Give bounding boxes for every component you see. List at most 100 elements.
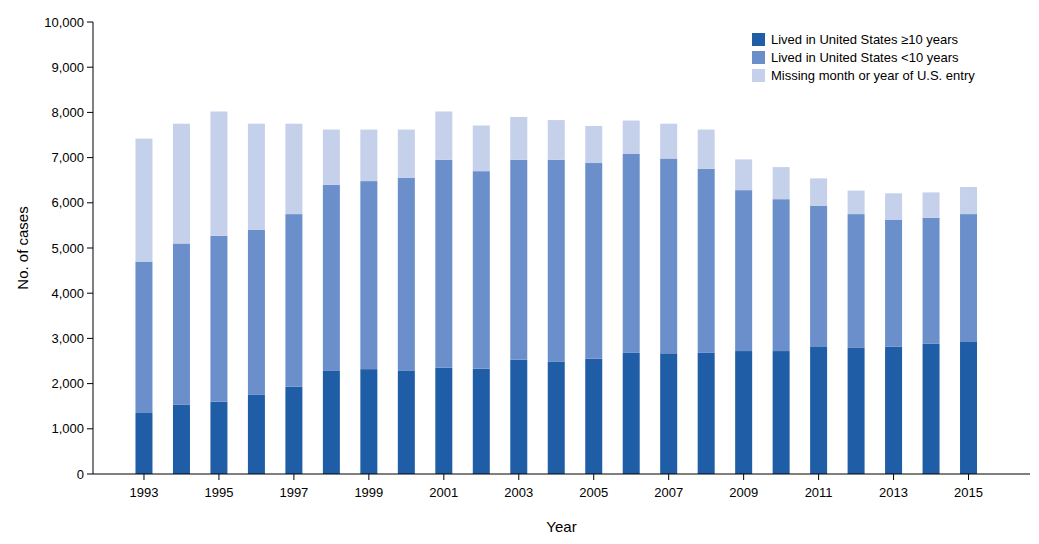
bar xyxy=(248,124,265,230)
y-tick xyxy=(87,428,93,429)
x-tick-label: 2007 xyxy=(654,485,683,500)
bar xyxy=(735,351,752,474)
bar xyxy=(660,159,677,354)
y-tick xyxy=(87,474,93,475)
bar xyxy=(360,181,377,369)
bar xyxy=(548,120,565,160)
bar xyxy=(435,160,452,368)
bar xyxy=(135,413,152,474)
bar xyxy=(323,371,340,474)
bar xyxy=(885,193,902,220)
x-tick xyxy=(893,474,894,480)
bar xyxy=(248,395,265,474)
bar xyxy=(773,199,790,351)
bar xyxy=(248,230,265,395)
y-tick xyxy=(87,248,93,249)
y-tick-label: 1,000 xyxy=(51,421,84,436)
bar xyxy=(698,130,715,169)
bar xyxy=(735,159,752,190)
bar xyxy=(698,169,715,353)
bar xyxy=(135,262,152,413)
bar xyxy=(210,236,227,402)
bar xyxy=(660,353,677,474)
bar xyxy=(548,160,565,362)
bar xyxy=(173,405,190,474)
y-tick xyxy=(87,293,93,294)
bar xyxy=(585,359,602,474)
bar xyxy=(473,126,490,172)
bar xyxy=(435,111,452,159)
x-axis-line xyxy=(93,474,1030,475)
y-tick xyxy=(87,202,93,203)
y-tick xyxy=(87,383,93,384)
bar xyxy=(473,369,490,474)
bar xyxy=(285,214,302,387)
bar xyxy=(398,371,415,474)
bar xyxy=(960,342,977,474)
y-axis-title: No. of cases xyxy=(14,206,31,289)
bar xyxy=(285,124,302,214)
bar xyxy=(698,353,715,474)
x-tick xyxy=(968,474,969,480)
bar xyxy=(885,220,902,347)
bar xyxy=(923,192,940,217)
x-tick xyxy=(143,474,144,480)
x-tick-label: 1999 xyxy=(354,485,383,500)
bar xyxy=(548,361,565,474)
bar xyxy=(323,185,340,371)
x-axis-title: Year xyxy=(546,518,576,535)
bar xyxy=(623,353,640,474)
bar xyxy=(510,360,527,474)
x-tick xyxy=(593,474,594,480)
bar xyxy=(435,368,452,474)
bar xyxy=(360,130,377,182)
x-tick-label: 2003 xyxy=(504,485,533,500)
bar xyxy=(623,154,640,353)
x-tick-label: 1993 xyxy=(130,485,159,500)
bar xyxy=(623,121,640,154)
legend-label: Lived in United States <10 years xyxy=(771,50,959,65)
x-tick xyxy=(818,474,819,480)
legend-swatch xyxy=(752,69,765,82)
bar xyxy=(173,243,190,404)
x-tick-label: 2015 xyxy=(954,485,983,500)
y-tick xyxy=(87,338,93,339)
x-tick xyxy=(668,474,669,480)
y-tick xyxy=(87,112,93,113)
bar xyxy=(923,218,940,344)
bars xyxy=(135,111,977,474)
bar xyxy=(960,214,977,342)
y-tick-label: 10,000 xyxy=(44,15,84,30)
bar xyxy=(848,191,865,215)
x-tick-label: 2005 xyxy=(579,485,608,500)
bar xyxy=(735,190,752,351)
bar xyxy=(323,130,340,185)
bar xyxy=(923,344,940,474)
y-tick xyxy=(87,67,93,68)
x-tick xyxy=(443,474,444,480)
bar xyxy=(773,351,790,474)
x-tick xyxy=(218,474,219,480)
legend: Lived in United States ≥10 years Lived in… xyxy=(752,32,975,83)
bar xyxy=(398,178,415,371)
bar xyxy=(848,214,865,348)
bar xyxy=(885,347,902,474)
bar xyxy=(510,117,527,160)
bar xyxy=(773,167,790,199)
x-tick-label: 2011 xyxy=(805,485,833,500)
x-tick xyxy=(293,474,294,480)
y-tick-label: 4,000 xyxy=(51,286,84,301)
chart: 01,0002,0003,0004,0005,0006,0007,0008,00… xyxy=(0,0,1039,544)
bar xyxy=(810,178,827,206)
bar xyxy=(173,124,190,244)
bar xyxy=(285,387,302,474)
x-tick xyxy=(368,474,369,480)
x-tick-label: 1995 xyxy=(204,485,233,500)
x-tick-label: 2001 xyxy=(429,485,458,500)
legend-label: Lived in United States ≥10 years xyxy=(771,32,959,47)
y-tick-label: 5,000 xyxy=(51,241,84,256)
bar xyxy=(473,171,490,369)
bar xyxy=(848,348,865,474)
bar xyxy=(585,126,602,163)
y-tick-label: 7,000 xyxy=(51,150,84,165)
